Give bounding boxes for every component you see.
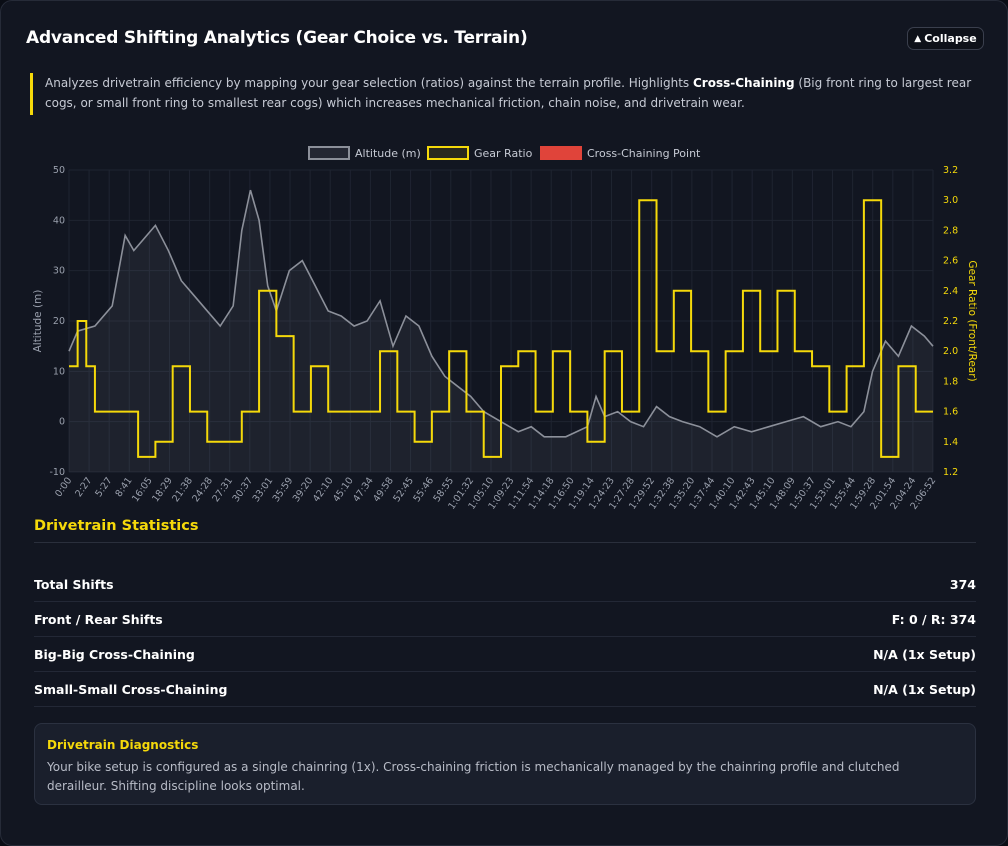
x-tick-label: 5:27 <box>93 475 114 499</box>
x-tick-label: 24:28 <box>190 475 215 504</box>
stat-row-front-rear: Front / Rear Shifts F: 0 / R: 374 <box>34 602 976 637</box>
stat-row-big-big: Big-Big Cross-Chaining N/A (1x Setup) <box>34 637 976 672</box>
y-left-tick-label: -10 <box>49 467 65 478</box>
stats-table: Total Shifts 374 Front / Rear Shifts F: … <box>34 567 976 707</box>
y-right-tick-label: 2.8 <box>943 225 958 236</box>
legend-swatch <box>540 146 582 160</box>
altitude-line <box>68 189 934 438</box>
stat-value: 374 <box>949 576 976 592</box>
y-right-tick-label: 2.0 <box>943 346 958 357</box>
stat-label: Total Shifts <box>34 576 114 592</box>
y-right-tick-label: 2.4 <box>943 286 958 297</box>
legend-label: Gear Ratio <box>474 147 533 160</box>
gear-ratio-line <box>69 199 933 458</box>
stat-row-small-small: Small-Small Cross-Chaining N/A (1x Setup… <box>34 672 976 707</box>
x-tick-label: 52:45 <box>391 475 416 504</box>
description-callout: Analyzes drivetrain efficiency by mappin… <box>30 73 980 115</box>
y-left-tick-label: 20 <box>53 316 65 327</box>
x-tick-label: 49:58 <box>371 475 396 504</box>
y-left-tick-label: 0 <box>59 417 65 428</box>
x-tick-label: 47:34 <box>351 475 376 504</box>
x-tick-label: 45:10 <box>331 475 356 504</box>
x-tick-label: 18:29 <box>150 475 175 504</box>
y-right-axis-title: Gear Ratio (Front/Rear) <box>966 260 978 381</box>
x-tick-label: 2:27 <box>73 475 94 499</box>
shifting-chart: -10 0 10 20 30 40 50 1.2 1.4 1.6 1.8 2.0 2.2 2.4 2.6 2.… <box>1 139 1008 519</box>
y-right-tick-label: 2.6 <box>943 256 958 267</box>
y-right-tick-label: 1.6 <box>943 407 958 418</box>
stat-value: N/A (1x Setup) <box>873 646 976 662</box>
x-tick-label: 30:37 <box>231 475 256 504</box>
legend-label: Altitude (m) <box>355 147 421 160</box>
stats-title: Drivetrain Statistics <box>34 518 199 534</box>
diagnostics-title: Drivetrain Diagnostics <box>47 738 199 752</box>
legend-label: Cross-Chaining Point <box>587 147 701 160</box>
altitude-area <box>69 190 933 472</box>
y-right-tick-label: 3.0 <box>943 195 958 206</box>
legend-swatch <box>427 146 469 160</box>
description-text-before: Analyzes drivetrain efficiency by mappin… <box>45 76 693 90</box>
collapse-label: Collapse <box>924 32 977 45</box>
x-tick-label: 39:20 <box>291 475 316 504</box>
x-tick-label: 42:10 <box>311 475 336 504</box>
stat-row-total-shifts: Total Shifts 374 <box>34 567 976 602</box>
stat-value: F: 0 / R: 374 <box>891 611 976 627</box>
description-bold: Cross-Chaining <box>692 76 795 90</box>
x-tick-label: 27:31 <box>210 475 235 504</box>
diagnostics-text: Your bike setup is configured as a singl… <box>47 760 900 793</box>
x-tick-label: 0:00 <box>53 475 74 499</box>
x-tick-label: 55:46 <box>411 475 436 504</box>
stat-label: Small-Small Cross-Chaining <box>34 681 228 697</box>
page-title: Advanced Shifting Analytics (Gear Choice… <box>26 28 528 48</box>
stat-label: Big-Big Cross-Chaining <box>34 646 195 662</box>
x-tick-label: 33:01 <box>251 475 276 504</box>
legend-swatch <box>308 146 350 160</box>
y-right-tick-label: 3.2 <box>943 165 958 176</box>
y-right-tick-label: 2.2 <box>943 316 958 327</box>
x-tick-label: 21:38 <box>170 475 195 504</box>
x-tick-label: 16:05 <box>130 475 155 504</box>
description-text-after: (Big front ring to largest rear cogs, or… <box>45 76 972 110</box>
y-left-tick-label: 30 <box>53 266 65 277</box>
y-left-tick-label: 50 <box>53 165 65 176</box>
stat-label: Front / Rear Shifts <box>34 611 163 627</box>
y-left-tick-label: 10 <box>53 366 65 377</box>
x-tick-label: 35:59 <box>271 475 296 504</box>
y-right-tick-label: 1.8 <box>943 376 958 387</box>
chart-svg: -10 0 10 20 30 40 50 1.2 1.4 1.6 1.8 2.0 2.2 2.4 2.6 2.… <box>32 146 978 512</box>
y-right-tick-label: 1.2 <box>943 467 958 478</box>
y-right-tick-label: 1.4 <box>943 437 958 448</box>
collapse-button[interactable]: ▲ Collapse <box>907 27 984 50</box>
y-left-tick-label: 40 <box>53 215 65 226</box>
y-left-axis-title: Altitude (m) <box>32 290 44 353</box>
diagnostics-panel: Drivetrain Diagnostics Your bike setup i… <box>34 723 976 805</box>
triangle-up-icon: ▲ <box>914 33 922 44</box>
stat-value: N/A (1x Setup) <box>873 681 976 697</box>
stats-divider <box>34 542 976 543</box>
